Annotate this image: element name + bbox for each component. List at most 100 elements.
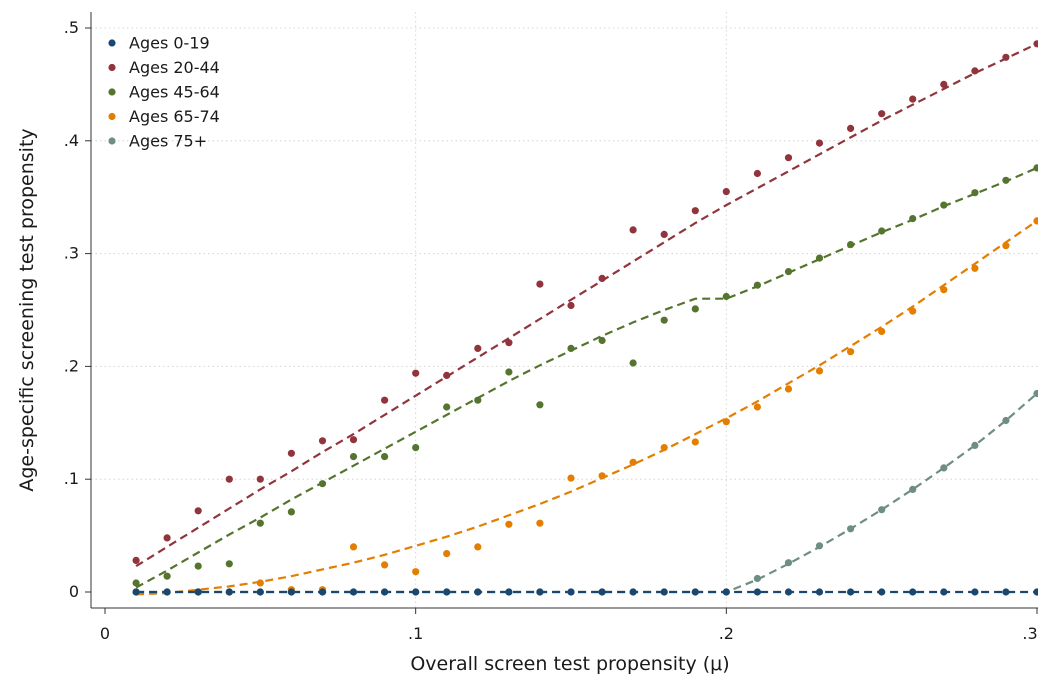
data-point — [691, 438, 699, 446]
data-point — [598, 472, 606, 480]
data-point — [784, 559, 793, 567]
data-point — [971, 189, 979, 197]
data-point — [287, 449, 295, 457]
data-point — [940, 80, 948, 88]
data-point — [878, 227, 886, 235]
x-tick-label: .1 — [408, 624, 423, 643]
data-point — [163, 588, 171, 596]
data-point — [753, 403, 762, 411]
data-point — [132, 579, 140, 587]
data-point — [194, 588, 202, 596]
gridlines — [91, 12, 1038, 608]
legend-marker — [108, 88, 116, 96]
data-point — [1033, 588, 1038, 596]
data-point — [505, 520, 513, 528]
data-point — [474, 344, 482, 352]
data-point — [598, 274, 606, 282]
legend-marker — [108, 112, 116, 121]
data-point — [629, 458, 637, 466]
data-point — [567, 301, 575, 310]
data-point — [1002, 242, 1010, 250]
data-point — [194, 562, 202, 570]
data-point — [256, 519, 264, 527]
data-point — [1033, 389, 1038, 398]
data-point — [381, 396, 389, 404]
data-point — [381, 588, 389, 596]
data-point — [318, 588, 327, 596]
data-point — [567, 588, 575, 596]
data-point — [381, 453, 389, 461]
data-point — [909, 95, 917, 103]
data-point — [878, 110, 886, 118]
legend-marker — [108, 39, 116, 47]
data-point — [536, 401, 544, 409]
data-point — [753, 574, 762, 583]
data-point — [536, 588, 544, 596]
data-point — [660, 230, 668, 238]
fit-line-ages-65-74 — [136, 219, 1038, 596]
data-point — [443, 403, 451, 411]
data-point — [815, 542, 824, 550]
data-point — [753, 588, 762, 596]
y-tick-label: 0 — [69, 582, 79, 601]
data-point — [1033, 40, 1038, 48]
data-point — [474, 543, 482, 551]
ticks: 0 .1 .2 .3 .4 .5 0 .1 .2 .3 — [64, 18, 1038, 643]
y-tick-label: .3 — [64, 244, 79, 263]
data-point — [443, 588, 451, 596]
data-point — [163, 572, 171, 580]
data-point — [318, 437, 327, 445]
legend-marker — [108, 63, 116, 72]
data-point — [847, 348, 855, 356]
x-tick-label: .2 — [719, 624, 734, 643]
data-point — [784, 588, 793, 596]
data-point — [536, 280, 544, 288]
data-point — [691, 207, 699, 215]
data-point — [909, 485, 917, 493]
data-point — [815, 139, 824, 147]
data-point — [660, 316, 668, 324]
y-tick-label: .5 — [64, 18, 79, 37]
data-point — [940, 588, 948, 596]
data-point — [815, 254, 824, 262]
data-point — [443, 371, 451, 379]
data-point — [784, 154, 793, 162]
data-point — [256, 579, 264, 587]
data-point — [256, 475, 264, 483]
data-point — [349, 588, 358, 596]
x-tick-label: 0 — [100, 624, 110, 643]
legend-label: Ages 65-74 — [129, 107, 220, 126]
axes — [90, 12, 1038, 609]
data-point — [815, 367, 824, 375]
data-point — [349, 543, 358, 551]
data-point — [784, 385, 793, 393]
data-point — [847, 124, 855, 132]
data-point — [878, 506, 886, 514]
data-point — [1002, 588, 1010, 596]
data-point — [847, 525, 855, 533]
data-point — [474, 396, 482, 404]
data-point — [909, 307, 917, 315]
legend-label: Ages 0-19 — [129, 34, 210, 53]
data-point — [225, 475, 233, 483]
data-point — [753, 281, 762, 289]
data-point — [1033, 164, 1038, 172]
data-point — [940, 464, 948, 472]
data-point — [349, 436, 358, 444]
data-point — [1002, 416, 1010, 425]
data-point — [256, 588, 264, 596]
y-tick-label: .2 — [64, 356, 79, 375]
data-point — [287, 508, 295, 516]
fit-line-ages-75- — [136, 392, 1038, 594]
data-point — [971, 441, 979, 449]
data-point — [1002, 53, 1010, 61]
legend-label: Ages 20-44 — [129, 58, 220, 77]
series — [132, 40, 1038, 596]
data-point — [225, 588, 233, 596]
data-point — [132, 556, 140, 565]
data-point — [474, 588, 482, 596]
fit-line-ages-45-64 — [135, 166, 1038, 589]
data-point — [971, 588, 979, 596]
data-point — [598, 336, 606, 345]
